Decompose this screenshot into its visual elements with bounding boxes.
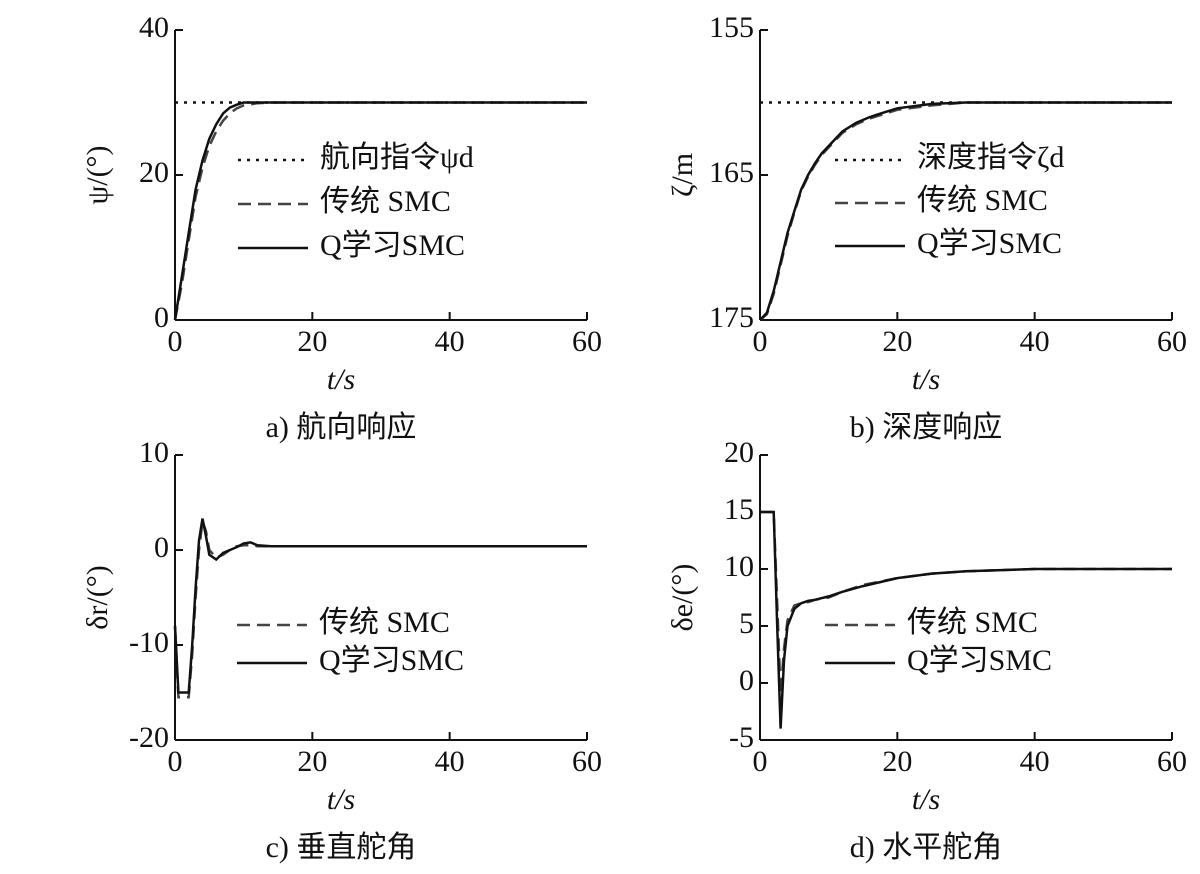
- legend-label: 深度指令ζd: [917, 141, 1064, 174]
- x-tick-label: 40: [1020, 325, 1050, 358]
- legend-label: 传统 SMC: [917, 184, 1048, 217]
- x-tick-label: 0: [753, 745, 768, 778]
- series-line: [173, 101, 587, 321]
- x-tick-label: 0: [168, 745, 183, 778]
- series-line: [173, 518, 587, 694]
- y-axis-label: δr/(°): [81, 565, 114, 629]
- x-tick-label: 20: [882, 745, 912, 778]
- x-axis-label: t/s: [327, 363, 355, 396]
- y-axis-label: δe/(°): [666, 564, 699, 632]
- series-line: [173, 101, 587, 321]
- series-line: [759, 101, 1172, 321]
- y-tick-label: 165: [709, 156, 754, 189]
- y-tick-label: 20: [139, 156, 169, 189]
- x-tick-label: 40: [435, 325, 465, 358]
- legend-label: 传统 SMC: [320, 185, 451, 218]
- y-axis-label: ζ/m: [666, 153, 699, 197]
- legend-label: Q学习SMC: [320, 229, 465, 262]
- y-tick-label: 155: [709, 11, 754, 44]
- y-tick-label: 0: [154, 301, 169, 334]
- x-tick-label: 40: [435, 745, 465, 778]
- y-tick-label: 10: [724, 550, 754, 583]
- legend-label: 传统 SMC: [907, 606, 1038, 639]
- x-tick-label: 20: [297, 745, 327, 778]
- y-tick-label: -10: [129, 626, 169, 659]
- x-tick-label: 40: [1020, 745, 1050, 778]
- y-tick-label: 0: [739, 664, 754, 697]
- y-tick-label: 5: [739, 607, 754, 640]
- x-axis-label: t/s: [912, 783, 940, 816]
- x-axis-label: t/s: [327, 783, 355, 816]
- y-tick-label: 20: [724, 436, 754, 469]
- x-tick-label: 60: [572, 325, 602, 358]
- legend-label: Q学习SMC: [907, 644, 1052, 677]
- y-axis-label: ψ/(°): [81, 145, 114, 204]
- y-tick-label: 15: [724, 493, 754, 526]
- y-tick-label: -5: [729, 721, 754, 754]
- caption: d) 水平舵角: [850, 831, 1003, 864]
- x-tick-label: 60: [1157, 325, 1187, 358]
- legend-label: Q学习SMC: [917, 227, 1062, 260]
- caption: c) 垂直舵角: [266, 831, 417, 864]
- y-tick-label: 0: [154, 531, 169, 564]
- x-tick-label: 60: [1157, 745, 1187, 778]
- y-tick-label: 10: [139, 436, 169, 469]
- y-tick-label: 175: [709, 301, 754, 334]
- caption: b) 深度响应: [850, 411, 1003, 444]
- legend-label: Q学习SMC: [319, 644, 464, 677]
- x-tick-label: 0: [753, 325, 768, 358]
- x-axis-label: t/s: [912, 363, 940, 396]
- legend-label: 航向指令ψd: [320, 141, 474, 174]
- x-tick-label: 20: [297, 325, 327, 358]
- caption: a) 航向响应: [266, 411, 417, 444]
- x-tick-label: 0: [168, 325, 183, 358]
- legend-label: 传统 SMC: [319, 606, 450, 639]
- y-tick-label: 40: [139, 11, 169, 44]
- x-tick-label: 60: [572, 745, 602, 778]
- series-line: [760, 510, 1172, 729]
- x-tick-label: 20: [882, 325, 912, 358]
- y-tick-label: -20: [129, 721, 169, 754]
